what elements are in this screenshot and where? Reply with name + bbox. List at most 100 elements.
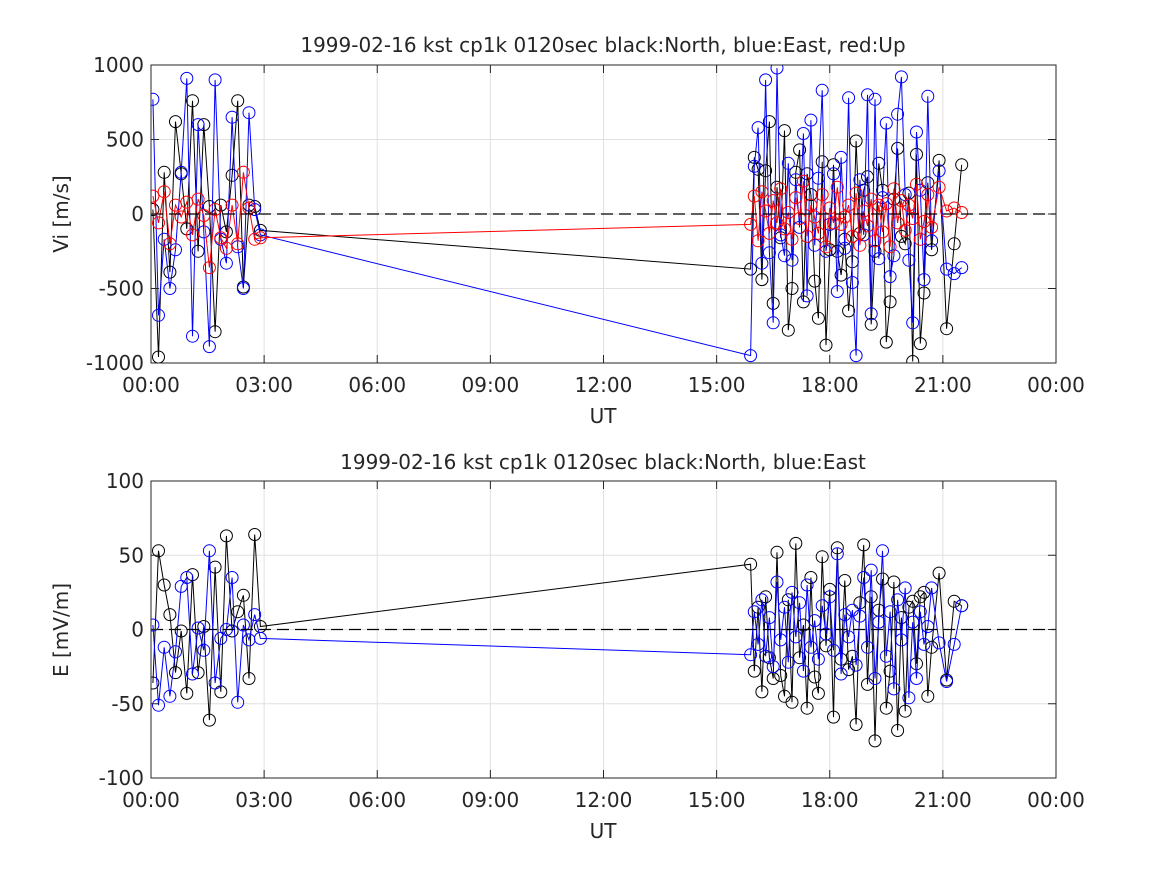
velocity-x-axis-label: UT [590,404,618,428]
efield-data-point [838,608,852,622]
velocity-data-point [872,156,886,170]
efield-data-point [868,672,882,685]
velocity-data-point [152,216,165,230]
velocity-data-point [236,165,250,179]
efield-y-tick-label: 100 [106,469,144,493]
velocity-data-point [785,232,799,246]
efield-data-point [932,636,946,650]
velocity-y-tick-label: -500 [99,277,144,301]
velocity-data-point [921,89,935,103]
efield-data-point [186,667,199,681]
efield-data-point [248,528,262,541]
efield-data-point [793,651,807,665]
efield-data-point [236,618,250,632]
velocity-data-point [853,173,867,187]
efield-data-point [879,649,893,663]
efield-data-point [152,698,165,712]
efield-data-point [879,701,893,715]
efield-data-point [253,631,267,645]
velocity-data-point [759,73,773,87]
velocity-data-point [955,158,969,172]
velocity-data-point [191,192,205,206]
velocity-data-point [861,88,874,102]
velocity-data-point [857,204,871,218]
efield-x-tick-label: 12:00 [575,788,633,812]
velocity-series-line [152,67,963,357]
velocity-data-point [751,121,765,135]
efield-data-point [861,640,874,654]
efield-data-point [759,590,773,604]
velocity-data-point [755,273,769,287]
efield-data-point [853,609,867,623]
efield-series-line [152,534,962,741]
efield-y-tick-label: 0 [131,618,144,642]
efield-data-point [762,611,776,625]
velocity-x-tick-label: 00:00 [122,373,180,397]
efield-data-point [955,599,969,613]
velocity-data-point [800,289,814,303]
efield-data-point [208,560,222,574]
efield-data-point [838,574,852,587]
efield-data-point [842,630,856,644]
velocity-data-point [793,143,807,157]
velocity-data-point [925,243,939,257]
efield-data-point [197,643,211,657]
velocity-data-point [751,234,765,248]
velocity-data-point [762,115,776,129]
velocity-data-point [940,204,954,218]
velocity-data-point [921,188,935,202]
velocity-data-point [219,241,233,255]
efield-data-point [913,590,927,604]
efield-data-point [219,529,233,543]
velocity-data-point [834,217,848,231]
velocity-data-point [834,268,848,282]
velocity-data-point [838,210,852,224]
efield-data-point [231,605,245,619]
velocity-data-point [796,174,810,188]
efield-data-point [811,686,825,700]
velocity-data-point [197,209,211,222]
efield-data-point [774,669,788,682]
velocity-data-point [796,127,810,140]
velocity-data-point [789,173,803,187]
efield-data-point [242,672,256,685]
efield-data-point [774,633,788,647]
efield-data-point [808,670,822,684]
velocity-data-point [811,311,825,325]
velocity-data-point [755,256,769,270]
velocity-data-point [804,113,818,127]
velocity-data-point [894,70,908,84]
velocity-data-point [186,228,199,242]
efield-data-point [808,614,822,628]
velocity-data-point [744,349,758,363]
velocity-data-point [225,110,239,124]
efield-x-tick-label: 15:00 [688,788,746,812]
efield-data-point [157,640,171,654]
efield-data-point [208,676,222,690]
efield-data-point [898,581,912,595]
velocity-data-point [917,286,931,300]
velocity-data-point [932,153,946,167]
efield-x-axis-label: UT [590,819,618,843]
velocity-data-point [898,237,912,251]
velocity-data-point [845,229,859,243]
velocity-y-tick-label: 1000 [93,53,144,77]
velocity-x-tick-label: 15:00 [688,373,746,397]
velocity-data-point [755,185,769,199]
velocity-data-point [793,220,807,234]
efield-data-point [202,544,216,558]
efield-data-point [169,666,182,680]
velocity-data-point [762,246,776,260]
velocity-x-tick-label: 09:00 [462,373,520,397]
velocity-data-point [910,125,923,139]
velocity-data-point [744,262,758,276]
velocity-data-point [152,350,165,363]
efield-data-point [202,713,216,727]
velocity-data-point [842,198,856,212]
velocity-data-point [808,238,822,252]
velocity-data-point [208,203,222,216]
velocity-data-point [861,219,874,233]
velocity-x-tick-label: 18:00 [801,373,859,397]
efield-data-point [800,578,814,592]
velocity-data-point [894,194,908,208]
